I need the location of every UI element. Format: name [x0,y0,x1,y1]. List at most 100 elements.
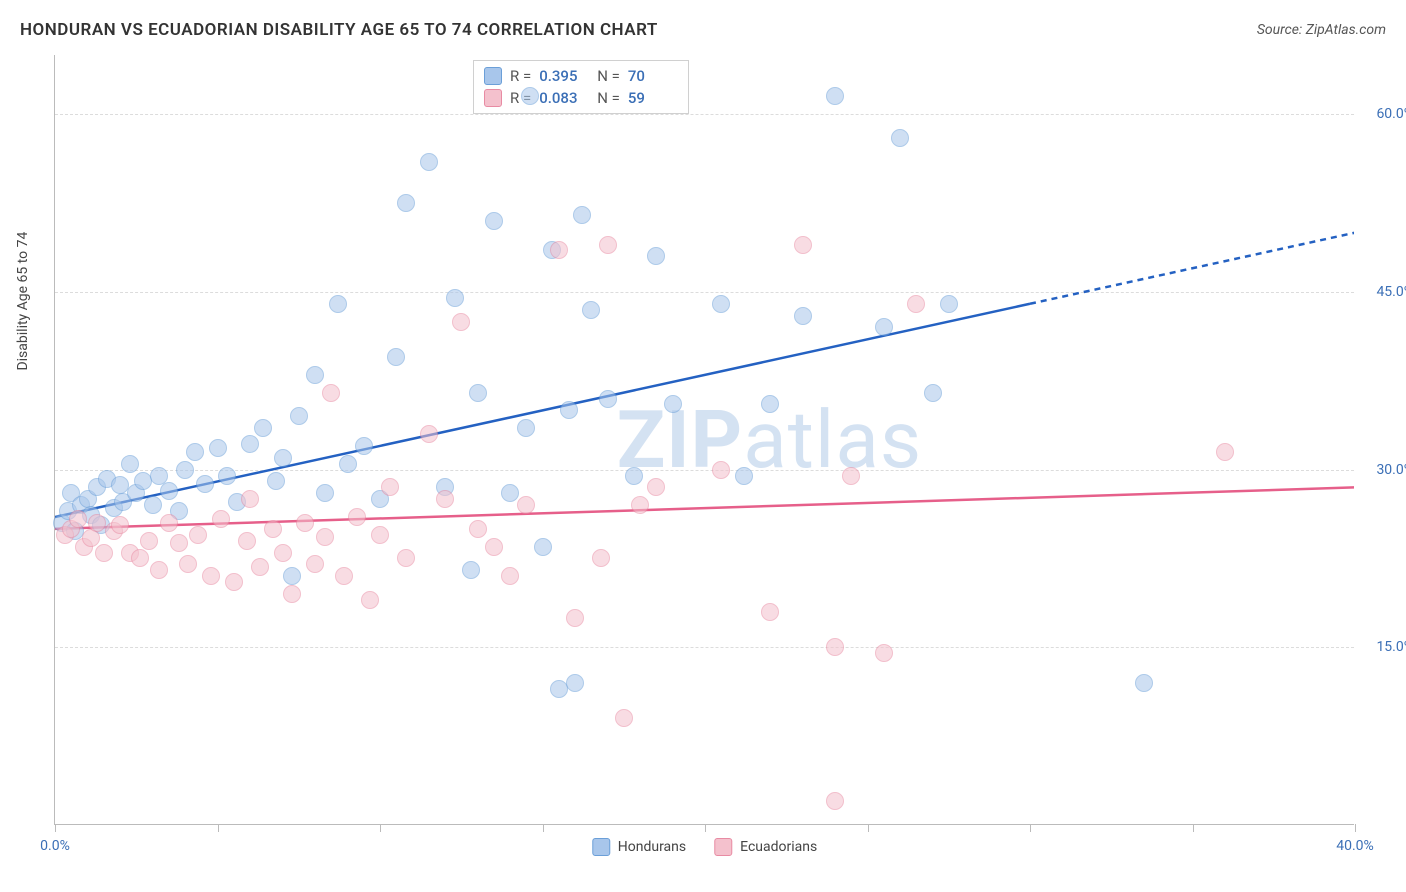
data-point-hondurans [254,419,272,437]
data-point-ecuadorians [88,514,106,532]
data-point-hondurans [186,443,204,461]
data-point-ecuadorians [420,425,438,443]
data-point-ecuadorians [69,510,87,528]
data-point-ecuadorians [907,295,925,313]
n-label: N = [597,89,620,107]
n-label: N = [597,67,620,85]
data-point-hondurans [625,467,643,485]
data-point-hondurans [891,129,909,147]
data-point-hondurans [274,449,292,467]
data-point-hondurans [160,482,178,500]
data-point-ecuadorians [264,520,282,538]
y-tick-label: 30.0% [1359,462,1406,478]
y-tick-label: 45.0% [1359,284,1406,300]
data-point-hondurans [599,390,617,408]
stats-row-ecuadorians: R = 0.083 N = 59 [484,87,678,109]
data-point-hondurans [521,87,539,105]
data-point-ecuadorians [238,532,256,550]
data-point-hondurans [501,484,519,502]
data-point-ecuadorians [712,461,730,479]
data-point-ecuadorians [550,241,568,259]
data-point-hondurans [283,567,301,585]
data-point-hondurans [121,455,139,473]
y-tick-label: 15.0% [1359,639,1406,655]
gridline [55,292,1354,293]
data-point-hondurans [446,289,464,307]
data-point-hondurans [397,194,415,212]
data-point-hondurans [712,295,730,313]
data-point-ecuadorians [631,496,649,514]
swatch-hondurans [484,67,502,85]
data-point-ecuadorians [95,544,113,562]
data-point-ecuadorians [316,528,334,546]
data-point-hondurans [306,366,324,384]
data-point-hondurans [940,295,958,313]
data-point-hondurans [875,318,893,336]
x-tick [543,824,544,832]
data-point-hondurans [469,384,487,402]
data-point-hondurans [209,439,227,457]
data-point-hondurans [794,307,812,325]
data-point-ecuadorians [1216,443,1234,461]
data-point-ecuadorians [251,558,269,576]
data-point-hondurans [355,437,373,455]
x-tick [1355,824,1356,832]
data-point-ecuadorians [842,467,860,485]
gridline [55,470,1354,471]
data-point-ecuadorians [283,585,301,603]
data-point-hondurans [566,674,584,692]
data-point-hondurans [573,206,591,224]
data-point-ecuadorians [150,561,168,579]
data-point-ecuadorians [647,478,665,496]
data-point-ecuadorians [179,555,197,573]
r-value-ecuadorians: 0.083 [539,89,589,107]
stats-box: R = 0.395 N = 70 R = 0.083 N = 59 [473,60,689,114]
legend-label-ecuadorians: Ecuadorians [740,839,817,855]
data-point-ecuadorians [436,490,454,508]
data-point-hondurans [144,496,162,514]
stats-row-hondurans: R = 0.395 N = 70 [484,65,678,87]
data-point-hondurans [485,212,503,230]
data-point-ecuadorians [241,490,259,508]
n-value-ecuadorians: 59 [628,89,678,107]
data-point-hondurans [267,472,285,490]
data-point-ecuadorians [469,520,487,538]
data-point-ecuadorians [296,514,314,532]
source-label: Source: ZipAtlas.com [1257,22,1386,38]
x-tick-label: 0.0% [40,838,70,854]
data-point-ecuadorians [111,516,129,534]
data-point-hondurans [761,395,779,413]
data-point-ecuadorians [592,549,610,567]
data-point-ecuadorians [274,544,292,562]
data-point-hondurans [176,461,194,479]
data-point-ecuadorians [566,609,584,627]
data-point-hondurans [735,467,753,485]
legend: Hondurans Ecuadorians [592,838,817,856]
data-point-hondurans [196,475,214,493]
data-point-hondurans [420,153,438,171]
data-point-ecuadorians [397,549,415,567]
data-point-ecuadorians [160,514,178,532]
data-point-ecuadorians [189,526,207,544]
data-point-ecuadorians [170,534,188,552]
data-point-ecuadorians [202,567,220,585]
swatch-hondurans [592,838,610,856]
x-tick [380,824,381,832]
data-point-hondurans [1135,674,1153,692]
data-point-ecuadorians [322,384,340,402]
x-tick [218,824,219,832]
y-axis-label: Disability Age 65 to 74 [15,232,31,371]
legend-item-ecuadorians: Ecuadorians [714,838,817,856]
data-point-ecuadorians [875,644,893,662]
data-point-ecuadorians [371,526,389,544]
data-point-hondurans [339,455,357,473]
r-value-hondurans: 0.395 [539,67,589,85]
gridline [55,647,1354,648]
data-point-hondurans [329,295,347,313]
chart-container: HONDURAN VS ECUADORIAN DISABILITY AGE 65… [0,0,1406,892]
data-point-hondurans [664,395,682,413]
x-tick [868,824,869,832]
data-point-ecuadorians [306,555,324,573]
data-point-ecuadorians [826,638,844,656]
data-point-hondurans [218,467,236,485]
